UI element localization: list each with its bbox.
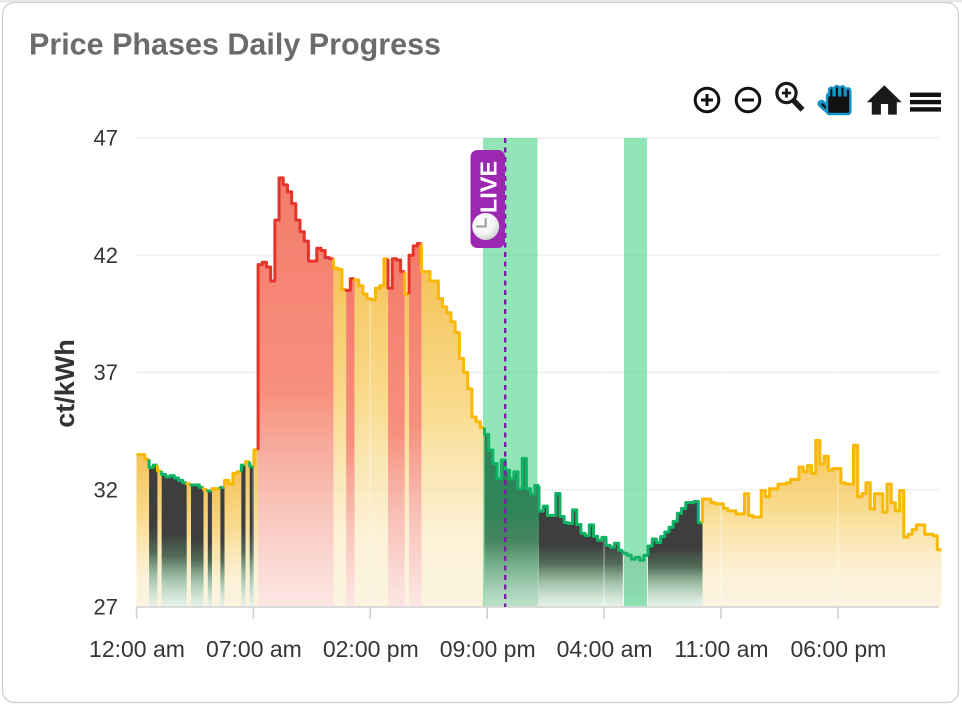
svg-text:Price Phases Daily Progress: Price Phases Daily Progress [29, 28, 441, 62]
svg-text:27: 27 [94, 595, 118, 620]
svg-text:42: 42 [94, 243, 118, 268]
svg-text:02:00 pm: 02:00 pm [323, 636, 419, 662]
svg-text:11:00 am: 11:00 am [674, 636, 768, 662]
svg-text:47: 47 [94, 126, 118, 151]
svg-text:06:00 pm: 06:00 pm [790, 636, 886, 662]
svg-text:07:00 am: 07:00 am [206, 636, 302, 662]
svg-text:04:00 am: 04:00 am [557, 636, 653, 662]
svg-text:12:00 am: 12:00 am [89, 636, 185, 662]
svg-text:32: 32 [94, 477, 118, 502]
svg-text:09:00 pm: 09:00 pm [440, 636, 536, 662]
svg-text:ct/kWh: ct/kWh [50, 339, 80, 428]
svg-text:37: 37 [94, 360, 118, 385]
svg-text:LIVE: LIVE [476, 161, 502, 213]
